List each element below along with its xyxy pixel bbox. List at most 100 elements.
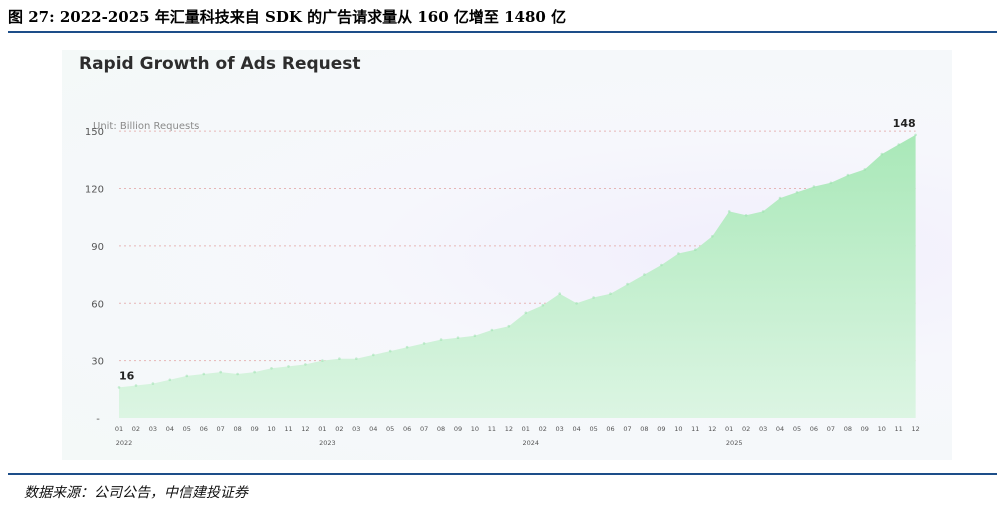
data-label: 148 [893,117,916,130]
y-tick-label: 120 [85,185,104,196]
x-tick-label: 01 [522,425,530,433]
data-point [829,181,833,185]
data-point [761,210,765,213]
x-tick-label: 11 [691,425,699,433]
x-tick-label: 10 [267,425,275,433]
data-labels: 16 148 [119,117,916,382]
x-tick-label: 01 [725,425,733,433]
x-tick-label: 08 [640,425,648,433]
x-tick-label: 11 [895,425,903,433]
x-tick-label: 09 [250,425,258,433]
x-tick-label: 05 [589,425,597,433]
x-year-label: 2022 [116,439,133,447]
y-tick-label: 30 [91,357,104,368]
x-tick-label: 03 [759,425,767,433]
x-tick-label: 05 [386,425,394,433]
x-tick-label: 09 [861,425,869,433]
data-point [490,328,494,332]
x-tick-label: 06 [200,425,208,433]
data-point [778,196,782,200]
data-point [863,168,867,171]
data-point [507,324,511,328]
bottom-rule [8,473,997,475]
data-point [727,210,731,213]
x-tick-label: 02 [335,425,343,433]
x-tick-label: 08 [437,425,445,433]
data-point [134,384,138,387]
x-tick-label: 04 [166,425,174,433]
data-point [185,374,189,378]
data-point [643,273,646,276]
data-point [405,345,409,349]
x-tick-label: 01 [115,425,123,433]
x-tick-label: 08 [234,425,242,433]
data-point [592,296,595,299]
data-point [117,386,121,389]
series-area [119,134,916,418]
data-point [575,302,578,305]
x-tick-label: 01 [318,425,326,433]
x-tick-label: 08 [844,425,852,433]
data-label: 16 [119,369,135,382]
data-point [388,349,392,353]
x-tick-label: 07 [217,425,225,433]
x-axis: 01 02 03 04 05 06 07 08 09 10 11 12 01 02 03 04 05 06 07 08… [115,425,920,447]
x-year-label: 2025 [726,439,743,447]
y-zero-label: - [96,414,100,425]
x-tick-label: 04 [573,425,581,433]
data-point [524,311,528,315]
data-point [880,152,884,156]
x-tick-label: 07 [420,425,428,433]
x-tick-label: 06 [606,425,614,433]
unit-label: Unit: Billion Requests [93,121,199,132]
data-point [897,143,900,146]
data-point [439,338,443,341]
y-axis: 30 60 90 120 150 - [85,127,104,425]
x-year-label: 2023 [319,439,336,447]
source-note: 数据来源：公司公告，中信建投证券 [24,485,248,501]
x-tick-label: 09 [657,425,665,433]
data-point [151,382,155,385]
x-tick-label: 03 [149,425,157,433]
data-point [711,235,714,238]
data-point [338,357,341,361]
data-point [660,263,663,267]
y-tick-label: 90 [91,242,104,253]
area-layer [117,133,917,418]
chart-title: Rapid Growth of Ads Request [79,54,361,74]
data-point [253,370,256,374]
data-point [626,282,629,286]
data-point [541,303,545,307]
data-point [744,214,748,217]
x-year-label: 2024 [523,439,540,447]
x-tick-label: 03 [352,425,360,433]
x-tick-label: 10 [674,425,682,433]
data-point [219,370,222,374]
data-point [456,336,460,340]
x-tick-label: 10 [878,425,886,433]
data-point [270,367,273,370]
top-rule [8,31,997,33]
data-point [558,292,561,295]
x-tick-label: 07 [827,425,835,433]
x-tick-label: 10 [471,425,479,433]
x-tick-label: 02 [742,425,750,433]
x-tick-label: 05 [793,425,801,433]
data-point [321,359,324,362]
x-tick-label: 04 [776,425,784,433]
data-point [355,357,358,361]
x-tick-label: 12 [301,425,309,433]
data-point [812,185,816,188]
x-tick-label: 02 [539,425,547,433]
x-tick-label: 11 [488,425,496,433]
data-point [609,292,612,295]
x-tick-label: 06 [810,425,818,433]
data-point [795,191,799,194]
x-tick-label: 12 [708,425,716,433]
data-point [914,133,917,137]
data-point [677,252,680,255]
figure-title: 图 27: 2022-2025 年汇量科技来自 SDK 的广告请求量从 160 … [8,8,567,26]
data-point [287,365,290,368]
data-point [372,353,375,357]
data-point [422,342,426,345]
